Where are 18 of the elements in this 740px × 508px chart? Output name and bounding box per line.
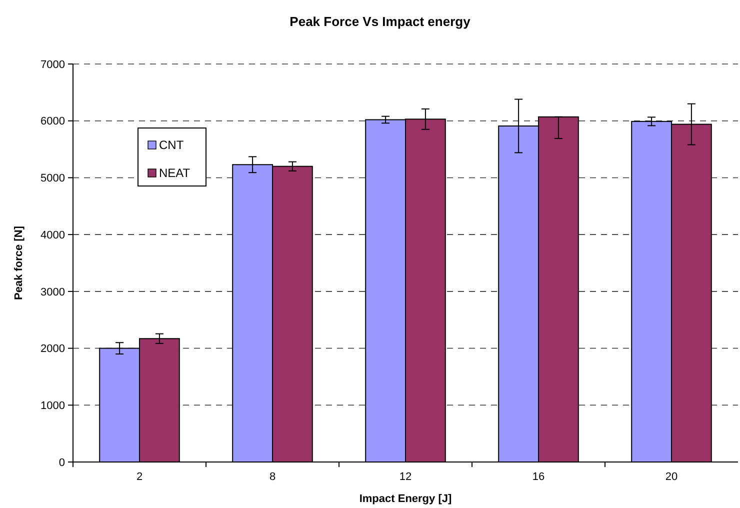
y-tick-label: 4000	[40, 229, 65, 242]
y-tick-label: 3000	[40, 286, 65, 298]
x-tick-label: 20	[665, 471, 678, 483]
x-axis-title: Impact Energy [J]	[359, 493, 452, 505]
legend-label: NEAT	[159, 166, 191, 180]
y-tick-label: 5000	[40, 172, 65, 185]
x-tick-label: 2	[136, 471, 143, 483]
x-tick-label: 8	[269, 471, 276, 483]
chart-title: Peak Force Vs Impact energy	[290, 14, 472, 29]
x-tick-label: 16	[532, 471, 545, 483]
y-axis-title: Peak force [N]	[13, 226, 25, 300]
y-tick-label: 7000	[40, 58, 65, 71]
x-tick-label: 12	[399, 471, 412, 483]
y-tick-label: 1000	[40, 400, 65, 412]
legend-label: CNT	[159, 138, 184, 152]
y-tick-label: 6000	[40, 116, 65, 128]
y-tick-label: 2000	[40, 343, 65, 356]
y-tick-label: 0	[58, 456, 65, 469]
